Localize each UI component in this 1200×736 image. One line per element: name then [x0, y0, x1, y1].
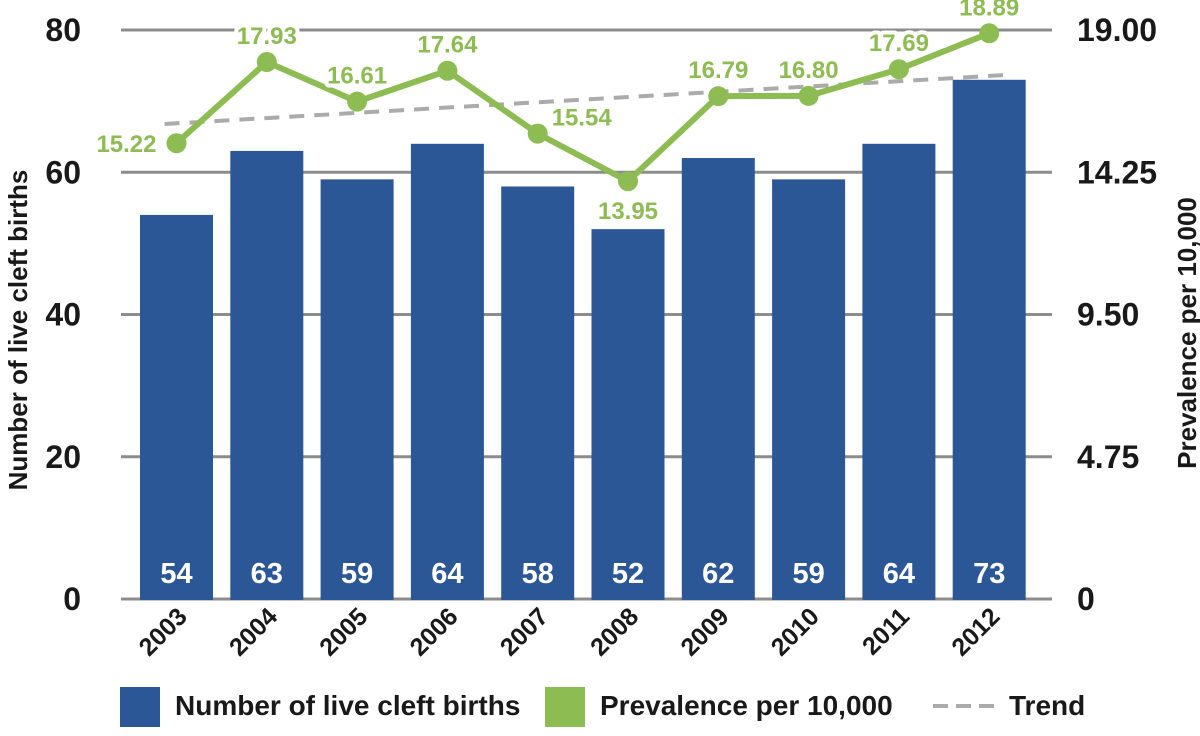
legend-item-trend: Trend: [933, 676, 1085, 736]
x-axis-label: 2004: [224, 602, 283, 661]
chart-legend: Number of live cleft births Prevalence p…: [0, 676, 1200, 736]
left-axis-tick-label: 60: [45, 154, 81, 190]
point-value-label: 17.64: [417, 32, 478, 59]
bar-value-label: 73: [973, 558, 1005, 590]
bar: [862, 143, 936, 601]
line-marker: [798, 85, 819, 106]
right-axis-tick-label: 19.00: [1077, 12, 1157, 48]
x-axis-label: 2008: [585, 602, 644, 661]
bar: [952, 79, 1026, 601]
bar: [410, 143, 484, 601]
point-value-label: 16.61: [327, 63, 387, 90]
line-marker: [527, 123, 548, 144]
bar: [140, 214, 213, 601]
legend-item-line: Prevalence per 10,000: [545, 676, 893, 736]
left-axis-tick-label: 20: [45, 439, 81, 475]
line-marker: [618, 171, 638, 192]
bar-value-label: 63: [251, 558, 283, 590]
line-marker: [437, 60, 458, 81]
legend-label-bars: Number of live cleft births: [175, 690, 521, 721]
trend-line: [164, 72, 1008, 127]
bar-series: [140, 79, 1026, 601]
line-marker: [256, 52, 277, 73]
x-axis-label: 2012: [946, 602, 1005, 661]
legend-label-line: Prevalence per 10,000: [600, 690, 893, 721]
bar-value-label: 62: [702, 558, 734, 590]
trend-dash-swatch: [933, 704, 994, 708]
bar-series-swatch: [120, 687, 160, 727]
right-axis-tick-label: 9.50: [1077, 297, 1139, 333]
left-axis-tick-label: 40: [45, 297, 81, 333]
line-markers: [166, 23, 1000, 192]
x-axis-label: 2007: [495, 602, 554, 661]
bar: [772, 179, 846, 601]
prevalence-line: [173, 30, 993, 185]
x-axis-label: 2003: [134, 602, 193, 661]
bar-value-label: 64: [883, 558, 915, 590]
left-axis-title: Number of live cleft births: [3, 170, 33, 491]
x-axis-label: 2005: [314, 602, 373, 661]
point-value-label: 16.80: [779, 57, 839, 84]
bar: [320, 179, 394, 601]
axis-tick-labels: 80 60 40 20 0 19.00 14.25 9.50 4.75 0: [45, 12, 1157, 617]
right-axis-tick-label: 4.75: [1077, 439, 1139, 475]
x-axis-label: 2010: [766, 602, 825, 661]
bar: [501, 186, 575, 600]
point-labels: 15.22 17.93 16.61 17.64 15.54 13.95 16.79 16.80…: [92, 0, 1023, 229]
legend-label-trend: Trend: [1009, 690, 1086, 721]
bar-value-labels: 54 63 59 64 58 52 62 59 64 73: [160, 558, 1005, 590]
x-axis-label: 2006: [405, 602, 464, 661]
point-value-label: 18.89: [959, 0, 1019, 21]
point-value-label: 17.93: [237, 23, 297, 50]
line-series-swatch: [545, 687, 585, 727]
point-value-label: 15.22: [96, 131, 156, 158]
bar-value-label: 59: [792, 558, 824, 590]
line-marker: [708, 86, 729, 107]
x-axis-label: 2009: [675, 602, 734, 661]
right-axis-title: Prevalence per 10,000: [1172, 197, 1200, 469]
left-axis-tick-label: 80: [45, 12, 81, 48]
line-marker: [347, 91, 368, 112]
point-value-label: 17.69: [869, 30, 929, 57]
bar-value-label: 54: [160, 558, 192, 590]
bar-value-label: 64: [431, 558, 463, 590]
left-axis-tick-label: 0: [63, 581, 81, 617]
bar-value-label: 58: [522, 558, 554, 590]
bar-value-label: 59: [341, 558, 373, 590]
x-axis-label: 2011: [857, 602, 915, 660]
legend-item-bars: Number of live cleft births: [120, 676, 520, 736]
point-value-label: 13.95: [598, 198, 658, 225]
bar-value-label: 52: [612, 558, 644, 590]
line-marker: [979, 23, 1000, 44]
right-axis-tick-label: 0: [1077, 581, 1095, 617]
line-marker: [166, 133, 187, 154]
bar: [591, 229, 665, 600]
right-axis-tick-label: 14.25: [1077, 154, 1157, 190]
bar: [681, 158, 755, 600]
point-value-label: 16.79: [688, 57, 748, 84]
x-axis-labels: 2003 2004 2005 2006 2007 2008 2009 2010 2011 2012: [134, 602, 1006, 661]
point-value-label: 15.54: [552, 105, 613, 132]
line-marker: [888, 59, 909, 80]
bar: [230, 150, 304, 600]
combo-chart: Number of live cleft births Prevalence p…: [3, 0, 1200, 662]
